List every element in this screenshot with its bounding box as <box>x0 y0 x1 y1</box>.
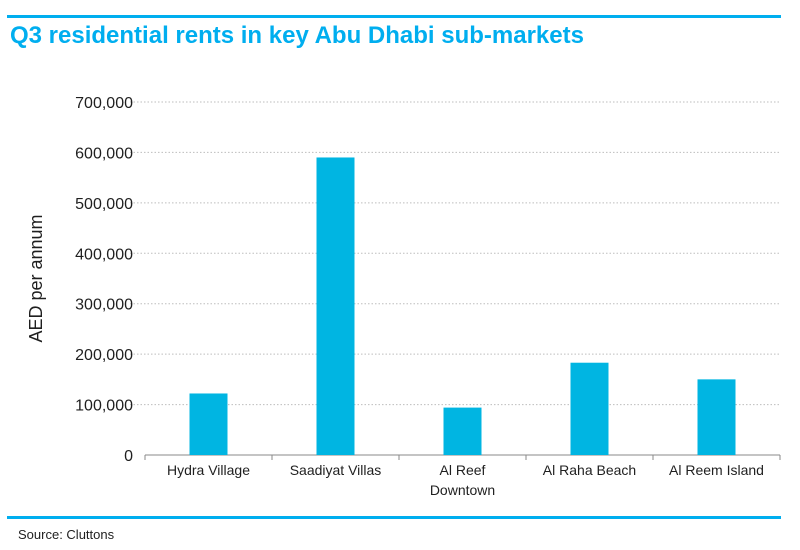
bar-chart: 0 100,000 200,000 300,000 400,000 500,000 600,… <box>26 95 781 498</box>
bar <box>316 157 355 455</box>
bottom-rule <box>7 516 781 519</box>
bar <box>443 407 482 455</box>
y-tick-label: 0 <box>124 448 133 465</box>
y-tick-label: 300,000 <box>75 297 133 314</box>
y-tick-label: 500,000 <box>75 196 133 213</box>
x-tick-label: Al Reem Island <box>669 462 764 478</box>
y-axis-label: AED per annum <box>26 214 46 342</box>
bar <box>697 379 736 455</box>
x-tick-label: Saadiyat Villas <box>290 462 382 478</box>
x-tick-label: Al Raha Beach <box>543 462 636 478</box>
y-tick-label: 100,000 <box>75 398 133 415</box>
chart-title: Q3 residential rents in key Abu Dhabi su… <box>10 22 584 49</box>
y-tick-label: 200,000 <box>75 347 133 364</box>
y-tick-label: 600,000 <box>75 145 133 162</box>
y-tick-label: 400,000 <box>75 246 133 263</box>
bar <box>570 362 609 455</box>
x-tick-label: Hydra Village <box>167 462 250 478</box>
x-tick-label: Al Reef Downtown <box>430 462 495 498</box>
source-note: Source: Cluttons <box>18 527 115 542</box>
top-rule <box>7 15 781 18</box>
y-tick-label: 700,000 <box>75 95 133 112</box>
bar <box>189 393 228 455</box>
